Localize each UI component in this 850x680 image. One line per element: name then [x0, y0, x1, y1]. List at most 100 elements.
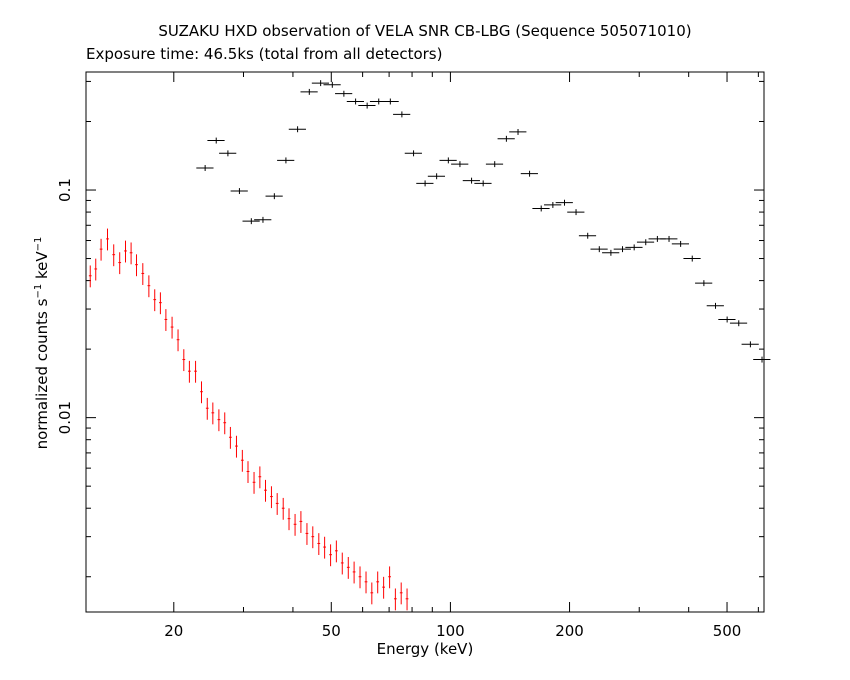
data-point [509, 128, 527, 135]
data-point [242, 218, 260, 225]
data-point [451, 161, 469, 168]
data-point [729, 320, 748, 327]
data-point [277, 157, 295, 164]
data-point [124, 240, 127, 263]
data-point [147, 275, 151, 298]
data-point [176, 329, 180, 352]
data-point [311, 526, 315, 549]
chart-title: SUZAKU HXD observation of VELA SNR CB-LB… [158, 22, 692, 40]
data-point [567, 209, 585, 216]
data-point [299, 511, 303, 533]
data-point [94, 258, 98, 281]
data-point [555, 199, 573, 206]
data-point [323, 536, 326, 559]
data-point [706, 302, 724, 309]
data-point [416, 180, 434, 187]
data-point [159, 292, 162, 315]
data-point [439, 157, 457, 164]
data-point [281, 497, 285, 520]
data-point [205, 397, 209, 420]
data-point [462, 177, 480, 184]
y-axis-label-unit: keV [33, 251, 51, 284]
data-point [164, 309, 168, 331]
data-point [106, 228, 109, 251]
data-point [229, 426, 232, 449]
data-point [270, 486, 273, 509]
data-point [88, 265, 92, 288]
data-point [388, 566, 391, 589]
data-point [613, 246, 631, 253]
data-point [188, 360, 191, 383]
data-point [153, 289, 157, 312]
data-point [252, 471, 256, 494]
data-point [625, 244, 643, 251]
data-point [317, 533, 321, 555]
data-point [194, 360, 197, 383]
data-point [335, 90, 353, 97]
data-point [532, 205, 550, 212]
data-point [230, 188, 248, 195]
data-point [405, 588, 409, 611]
plot-frame [85, 71, 765, 613]
data-point [305, 523, 309, 545]
x-tick-label: 500 [713, 622, 742, 640]
data-point [497, 135, 515, 142]
data-point [258, 466, 262, 489]
data-point [196, 165, 214, 171]
chart-subtitle: Exposure time: 46.5ks (total from all de… [86, 45, 443, 63]
data-point [683, 255, 701, 262]
data-point [381, 98, 399, 105]
data-point [340, 552, 344, 575]
data-point [219, 150, 237, 157]
data-point [170, 316, 174, 339]
data-point [288, 126, 306, 133]
data-point [311, 80, 330, 87]
data-point [254, 216, 272, 223]
data-point [352, 561, 356, 584]
y-tick-label: 0.1 [56, 178, 74, 202]
data-point [346, 557, 350, 579]
data-point [235, 435, 238, 458]
data-point [393, 588, 397, 611]
x-axis-label: Energy (keV) [376, 640, 474, 658]
data-point [346, 98, 364, 105]
data-point [211, 402, 215, 425]
data-point [275, 493, 279, 515]
data-point [404, 150, 422, 157]
data-point [323, 81, 341, 88]
data-point [393, 111, 411, 118]
data-point [329, 544, 332, 567]
x-tick-label: 50 [322, 622, 341, 640]
data-point [382, 576, 385, 599]
data-point [264, 479, 267, 502]
data-point [334, 540, 338, 563]
data-point [590, 246, 608, 253]
data-point [578, 232, 597, 239]
data-point [135, 254, 138, 277]
data-point [300, 88, 318, 95]
y-tick-label: 0.01 [56, 401, 74, 434]
data-point [358, 102, 376, 109]
data-point [182, 349, 186, 372]
data-point [399, 582, 403, 605]
data-point [695, 280, 713, 287]
data-point [141, 263, 145, 285]
data-point [636, 239, 655, 246]
x-tick-label: 100 [436, 622, 465, 640]
data-point [427, 173, 446, 180]
data-point [265, 193, 283, 200]
data-point [293, 513, 297, 536]
x-tick-label: 20 [164, 622, 183, 640]
data-point [544, 202, 562, 208]
data-point [753, 356, 771, 363]
data-point [223, 412, 227, 435]
data-point [741, 341, 759, 348]
y-axis-label: normalized counts s−1 keV−1 [33, 237, 51, 450]
data-point [118, 252, 122, 275]
data-point [671, 240, 690, 247]
data-point [364, 571, 368, 594]
data-point [207, 137, 225, 144]
data-point [129, 242, 133, 265]
data-point [660, 235, 678, 242]
